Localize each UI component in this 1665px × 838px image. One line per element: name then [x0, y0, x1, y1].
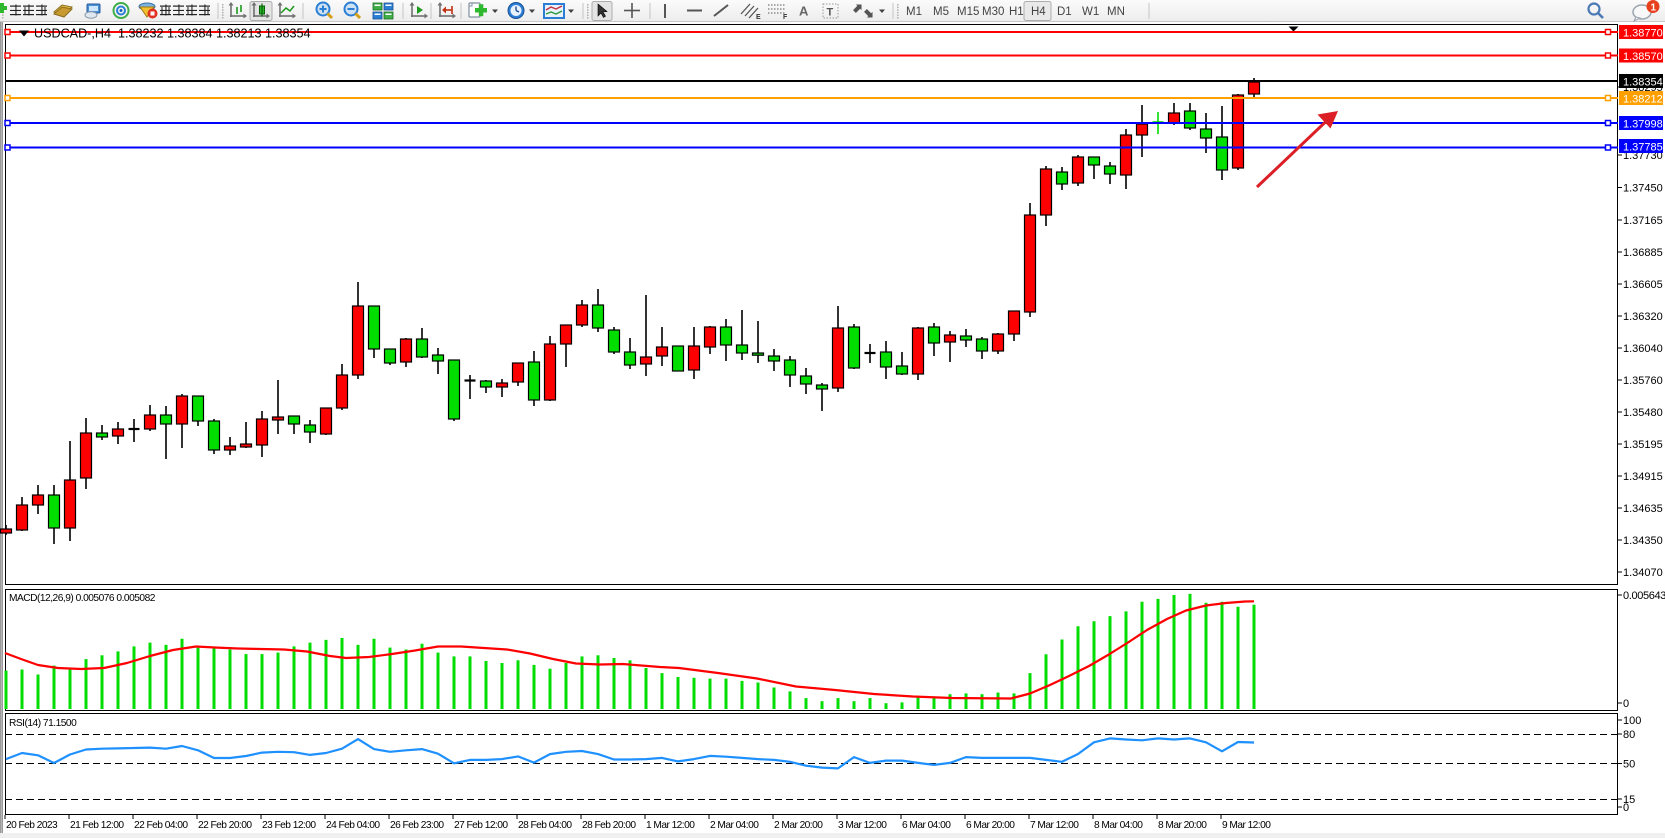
svg-text:1.35480: 1.35480 — [1623, 407, 1663, 419]
svg-text:M15: M15 — [957, 6, 979, 18]
svg-text:1.37998: 1.37998 — [1623, 119, 1663, 131]
svg-text:3 Mar 12:00: 3 Mar 12:00 — [838, 820, 887, 831]
svg-text:0.005643: 0.005643 — [1623, 590, 1665, 602]
svg-text:15: 15 — [1623, 794, 1635, 806]
svg-text:6 Mar 04:00: 6 Mar 04:00 — [902, 820, 951, 831]
svg-text:24 Feb 04:00: 24 Feb 04:00 — [326, 820, 380, 831]
svg-text:27 Feb 12:00: 27 Feb 12:00 — [454, 820, 508, 831]
svg-text:8 Mar 04:00: 8 Mar 04:00 — [1094, 820, 1143, 831]
svg-text:M5: M5 — [933, 6, 949, 18]
svg-text:1.37450: 1.37450 — [1623, 183, 1663, 195]
svg-text:RSI(14) 71.1500: RSI(14) 71.1500 — [9, 718, 77, 729]
svg-text:1: 1 — [1651, 3, 1657, 14]
svg-text:1.35760: 1.35760 — [1623, 375, 1663, 387]
svg-text:1.38770: 1.38770 — [1623, 28, 1663, 40]
svg-text:1.38212: 1.38212 — [1623, 94, 1663, 106]
svg-text:50: 50 — [1623, 759, 1635, 771]
svg-text:100: 100 — [1623, 715, 1641, 727]
svg-text:20 Feb 2023: 20 Feb 2023 — [6, 820, 58, 831]
svg-text:2 Mar 20:00: 2 Mar 20:00 — [774, 820, 823, 831]
svg-text:22 Feb 04:00: 22 Feb 04:00 — [134, 820, 188, 831]
svg-text:21 Feb 12:00: 21 Feb 12:00 — [70, 820, 124, 831]
svg-text:1.36040: 1.36040 — [1623, 343, 1663, 355]
svg-text:MN: MN — [1107, 6, 1125, 18]
svg-text:M30: M30 — [982, 6, 1004, 18]
svg-text:0: 0 — [1623, 698, 1629, 710]
svg-text:1 Mar 12:00: 1 Mar 12:00 — [646, 820, 695, 831]
svg-text:T: T — [827, 7, 834, 19]
svg-text:1.34635: 1.34635 — [1623, 503, 1663, 515]
svg-text:1.38354: 1.38354 — [1623, 77, 1663, 89]
svg-text:2 Mar 04:00: 2 Mar 04:00 — [710, 820, 759, 831]
svg-text:80: 80 — [1623, 729, 1635, 741]
svg-text:9 Mar 12:00: 9 Mar 12:00 — [1222, 820, 1271, 831]
svg-text:28 Feb 20:00: 28 Feb 20:00 — [582, 820, 636, 831]
svg-text:1.36885: 1.36885 — [1623, 247, 1663, 259]
svg-text:22 Feb 20:00: 22 Feb 20:00 — [198, 820, 252, 831]
svg-text:0: 0 — [1623, 802, 1629, 814]
svg-text:23 Feb 12:00: 23 Feb 12:00 — [262, 820, 316, 831]
svg-text:MACD(12,26,9) 0.005076 0.00508: MACD(12,26,9) 0.005076 0.005082 — [9, 593, 156, 604]
svg-text:7 Mar 12:00: 7 Mar 12:00 — [1030, 820, 1079, 831]
svg-text:1.34070: 1.34070 — [1623, 567, 1663, 579]
svg-text:W1: W1 — [1082, 6, 1099, 18]
svg-text:1.37785: 1.37785 — [1623, 142, 1663, 154]
svg-text:D1: D1 — [1057, 6, 1072, 18]
svg-text:28 Feb 04:00: 28 Feb 04:00 — [518, 820, 572, 831]
svg-text:1.34350: 1.34350 — [1623, 535, 1663, 547]
svg-text:1.36320: 1.36320 — [1623, 311, 1663, 323]
svg-text:H1: H1 — [1009, 6, 1024, 18]
svg-text:1.38570: 1.38570 — [1623, 51, 1663, 63]
svg-text:USDCAD-,H4 1.38232 1.38384 1.: USDCAD-,H4 1.38232 1.38384 1.38213 1.383… — [34, 27, 311, 41]
svg-text:26 Feb 23:00: 26 Feb 23:00 — [390, 820, 444, 831]
svg-text:F: F — [783, 14, 788, 21]
svg-text:1.35195: 1.35195 — [1623, 439, 1663, 451]
svg-text:1.36605: 1.36605 — [1623, 279, 1663, 291]
svg-text:H4: H4 — [1031, 6, 1046, 18]
svg-text:A: A — [799, 4, 809, 19]
svg-text:6 Mar 20:00: 6 Mar 20:00 — [966, 820, 1015, 831]
svg-text:8 Mar 20:00: 8 Mar 20:00 — [1158, 820, 1207, 831]
svg-text:M1: M1 — [906, 6, 922, 18]
svg-text:1.37165: 1.37165 — [1623, 215, 1663, 227]
svg-text:E: E — [756, 14, 761, 21]
svg-text:1.34915: 1.34915 — [1623, 471, 1663, 483]
